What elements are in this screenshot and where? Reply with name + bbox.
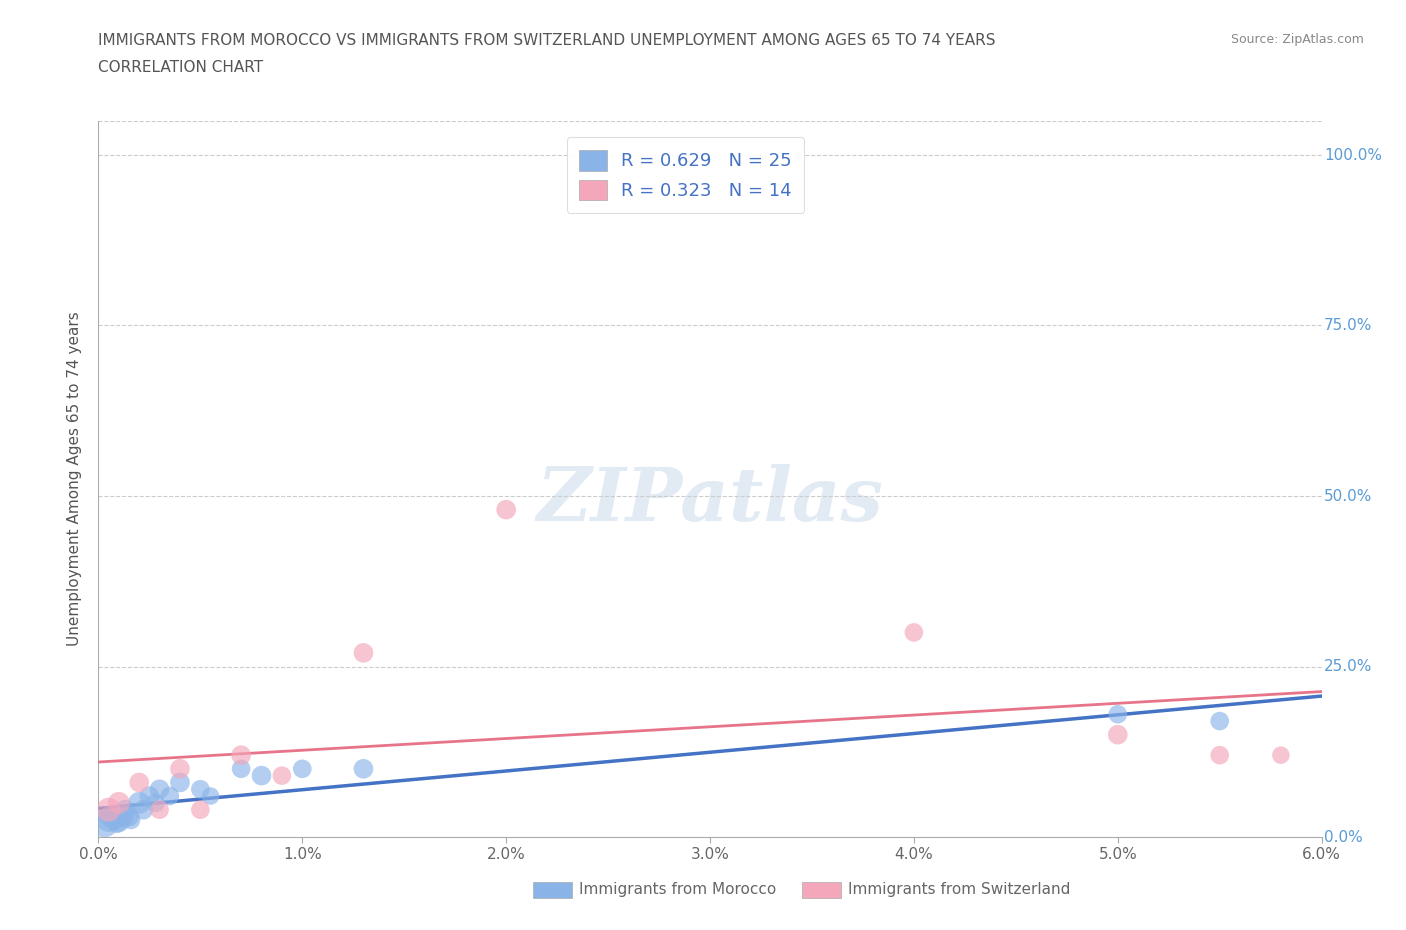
Point	[159, 789, 181, 804]
Y-axis label: Unemployment Among Ages 65 to 74 years: Unemployment Among Ages 65 to 74 years	[67, 312, 83, 646]
Point	[352, 645, 374, 660]
Text: IMMIGRANTS FROM MOROCCO VS IMMIGRANTS FROM SWITZERLAND UNEMPLOYMENT AMONG AGES 6: IMMIGRANTS FROM MOROCCO VS IMMIGRANTS FR…	[98, 33, 995, 47]
Text: Source: ZipAtlas.com: Source: ZipAtlas.com	[1230, 33, 1364, 46]
Point	[111, 809, 134, 824]
Text: 25.0%: 25.0%	[1324, 659, 1372, 674]
Point	[108, 813, 131, 828]
Text: Immigrants from Switzerland: Immigrants from Switzerland	[848, 883, 1070, 897]
Point	[291, 762, 314, 777]
Point	[145, 795, 167, 810]
Point	[105, 816, 128, 830]
Point	[118, 809, 141, 824]
Point	[1208, 713, 1232, 728]
Point	[169, 775, 191, 790]
Point	[100, 809, 122, 824]
Point	[270, 768, 292, 783]
Point	[903, 625, 925, 640]
Point	[1107, 727, 1129, 742]
Point	[495, 502, 517, 517]
Point	[1270, 748, 1292, 763]
Point	[149, 803, 172, 817]
Point	[97, 813, 120, 828]
Point	[108, 795, 131, 810]
Point	[149, 782, 172, 797]
Point	[128, 775, 150, 790]
Point	[188, 782, 212, 797]
Point	[231, 762, 253, 777]
Point	[132, 803, 155, 817]
Point	[97, 803, 120, 817]
Point	[104, 813, 127, 828]
Point	[188, 803, 212, 817]
Point	[120, 813, 142, 828]
Text: CORRELATION CHART: CORRELATION CHART	[98, 60, 263, 75]
FancyBboxPatch shape	[801, 883, 841, 897]
Point	[250, 768, 273, 783]
Text: 75.0%: 75.0%	[1324, 318, 1372, 333]
Point	[128, 795, 150, 810]
Point	[138, 789, 160, 804]
Point	[169, 762, 191, 777]
FancyBboxPatch shape	[533, 883, 572, 897]
Point	[1107, 707, 1129, 722]
Legend: R = 0.629   N = 25, R = 0.323   N = 14: R = 0.629 N = 25, R = 0.323 N = 14	[567, 137, 804, 213]
Point	[1208, 748, 1232, 763]
Text: 100.0%: 100.0%	[1324, 148, 1382, 163]
Point	[93, 816, 115, 830]
Text: 0.0%: 0.0%	[1324, 830, 1362, 844]
Point	[200, 789, 222, 804]
Text: Immigrants from Morocco: Immigrants from Morocco	[579, 883, 776, 897]
Point	[231, 748, 253, 763]
Point	[114, 803, 136, 817]
Text: 50.0%: 50.0%	[1324, 488, 1372, 503]
Point	[352, 762, 374, 777]
Text: ZIPatlas: ZIPatlas	[537, 464, 883, 537]
